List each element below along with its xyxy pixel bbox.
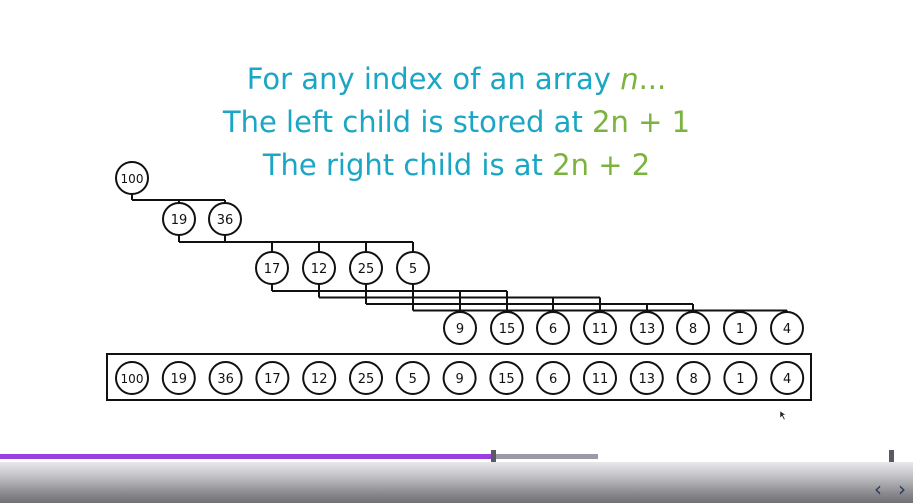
scrub-handle[interactable] [491, 450, 497, 462]
array-cell-label: 36 [217, 372, 234, 387]
tree-node-label: 11 [592, 322, 609, 337]
array-cell-circle [676, 361, 711, 395]
array-cell-circle [489, 361, 524, 395]
array-cell-label: 12 [311, 372, 328, 387]
player-control-bar: ‹ › [0, 462, 913, 503]
tree-node-circle [396, 251, 430, 285]
tree-node-circle [770, 311, 804, 345]
array-cell-label: 9 [455, 372, 463, 387]
array-cell-label: 100 [121, 372, 144, 386]
array-cell-label: 15 [498, 372, 515, 387]
array-cell-label: 11 [592, 372, 609, 387]
tree-node-circle [583, 311, 617, 345]
tree-node-label: 5 [409, 262, 417, 277]
array-cell-label: 8 [689, 372, 697, 387]
tree-node-label: 15 [499, 322, 516, 337]
heading-line-1: For any index of an array n... [0, 62, 913, 96]
tree-node-circle [255, 251, 289, 285]
right-child-formula: 2n + 2 [552, 148, 651, 182]
tree-node-label: 4 [783, 322, 791, 337]
progress-bar[interactable] [0, 450, 913, 462]
tree-node-circle [349, 251, 383, 285]
array-cell-circle [583, 361, 617, 395]
array-cell-label: 13 [639, 372, 656, 387]
tree-node-label: 17 [264, 262, 281, 277]
array-cell-circle [442, 361, 477, 395]
array-cell-label: 6 [549, 372, 557, 387]
tree-node-label: 1 [736, 322, 744, 337]
tree-node-circle [536, 311, 570, 345]
next-button[interactable]: › [892, 479, 912, 499]
tree-node-circle [302, 251, 336, 285]
tree-node-circle [630, 311, 664, 345]
array-cell-circle [208, 361, 243, 395]
array-cell-circle [629, 361, 664, 395]
tree-node-circle [676, 311, 710, 345]
heading-line-1-text: For any index of an array [246, 62, 621, 96]
array-cell-circle [723, 361, 758, 395]
array-cell-label: 5 [409, 372, 417, 387]
chevron-right-icon: › [898, 477, 906, 501]
tree-node-label: 100 [121, 172, 144, 186]
array-cell-label: 1 [736, 372, 744, 387]
tree-node-label: 6 [549, 322, 557, 337]
array-cell-circle [161, 361, 196, 395]
heap-diagram: 100 19 36 17 12 25 5 9 15 6 11 13 8 1 4 100 19 36 17 12 25 5 9… [106, 161, 812, 401]
array-cell-label: 19 [171, 372, 188, 387]
progress-end-marker [889, 450, 894, 462]
mouse-pointer-icon [780, 411, 787, 421]
heading-line-3-text: The right child is at [262, 148, 553, 182]
array-cell-label: 17 [264, 372, 281, 387]
tree-node-label: 36 [217, 213, 234, 228]
tree-node-circle [723, 311, 757, 345]
left-child-formula: 2n + 1 [592, 105, 691, 139]
array-cell-circle [536, 361, 571, 395]
tree-node-label: 25 [358, 262, 375, 277]
progress-buffered [493, 454, 598, 459]
tree-node-circle [162, 202, 196, 236]
heading-line-2: The left child is stored at 2n + 1 [0, 105, 913, 139]
heading-line-2-text: The left child is stored at [222, 105, 593, 139]
prev-button[interactable]: ‹ [868, 479, 888, 499]
array-cell-circle [349, 361, 383, 395]
tree-node-circle [490, 311, 524, 345]
slide: For any index of an array n... The left … [0, 62, 913, 421]
heading-variable-n: n [620, 62, 639, 96]
heading-ellipsis: ... [638, 62, 667, 96]
array-cell-circle [770, 361, 805, 395]
chevron-left-icon: ‹ [874, 477, 882, 501]
tree-node-label: 9 [456, 322, 464, 337]
tree-node-label: 12 [311, 262, 328, 277]
array-cell-circle [115, 361, 149, 395]
tree-node-circle [208, 202, 242, 236]
progress-played [0, 454, 494, 459]
tree-node-label: 8 [689, 322, 697, 337]
array-cell-label: 4 [783, 372, 791, 387]
tree-node-label: 19 [171, 213, 188, 228]
tree-node-circle [115, 161, 149, 195]
array-cell-circle [302, 361, 337, 395]
array-cell-label: 25 [358, 372, 375, 387]
tree-node-label: 13 [639, 322, 656, 337]
tree-node-circle [443, 311, 477, 345]
array-cell-circle [395, 361, 430, 395]
heading-line-3: The right child is at 2n + 2 [0, 148, 913, 182]
array-cell-circle [255, 361, 290, 395]
